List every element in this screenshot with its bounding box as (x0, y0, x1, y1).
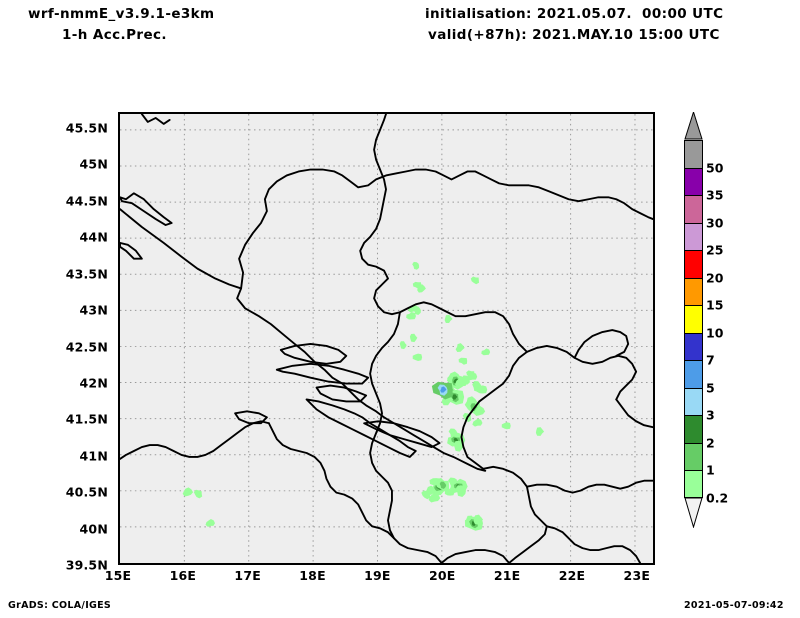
colorbar-band[interactable] (684, 332, 703, 360)
precip-cell (444, 488, 455, 496)
x-axis-tick: 22E (558, 568, 586, 583)
x-axis-tick: 18E (299, 568, 326, 583)
credits-label: GrADS: COLA/IGES (8, 600, 112, 611)
y-axis-tick: 39.5N (65, 557, 108, 573)
precip-cell (417, 284, 426, 293)
colorbar-band[interactable] (684, 195, 703, 223)
colorbar-band[interactable] (684, 167, 703, 195)
precip-cell (473, 405, 486, 417)
colorbar-band[interactable] (684, 442, 703, 470)
precip-cell (412, 353, 423, 361)
colorbar-band[interactable] (684, 470, 703, 498)
y-axis-tick: 41.5N (65, 411, 108, 427)
colorbar[interactable]: 50 35 30 25 20 15 10 7 5 3 2 1 0.2 (684, 110, 728, 542)
precip-cell (476, 385, 488, 394)
y-axis-tick: 41N (79, 448, 108, 464)
colorbar-tick-label: 1 (706, 462, 715, 478)
precip-cell (406, 312, 416, 320)
x-axis-tick: 17E (234, 568, 261, 583)
y-axis-tick: 44.5N (65, 193, 108, 209)
y-axis-tick: 40N (79, 521, 108, 537)
y-axis-tick: 42N (79, 375, 108, 391)
x-axis-tick: 23E (623, 568, 651, 583)
x-axis-tick: 16E (169, 568, 197, 583)
colorbar-band[interactable] (684, 250, 703, 278)
y-axis-tick: 43.5N (65, 266, 108, 282)
precip-cell (467, 372, 478, 381)
y-axis-tick: 42.5N (65, 339, 108, 354)
precip-cell (457, 380, 465, 386)
colorbar-band[interactable] (684, 305, 703, 333)
colorbar-tick-label: 50 (706, 160, 724, 175)
initialisation-time: initialisation: 2021.05.07. 00:00 UTC (425, 6, 724, 22)
precip-cell (535, 427, 545, 436)
colorbar-tick-label: 20 (706, 270, 724, 285)
precip-cell (473, 514, 484, 525)
precip-cell (455, 442, 463, 449)
map-plot-area[interactable] (118, 112, 655, 565)
precip-cell (470, 276, 480, 285)
render-timestamp: 2021-05-07-09:42 (684, 600, 784, 611)
colorbar-tick-label: 5 (706, 380, 715, 395)
x-axis-tick: 21E (493, 568, 521, 583)
colorbar-tick-label: 35 (706, 187, 724, 203)
model-title: wrf-nmmE_v3.9.1-e3km (28, 6, 215, 22)
precip-cell (481, 348, 491, 356)
colorbar-band[interactable] (684, 222, 703, 250)
precip-cell (455, 343, 465, 352)
precip-cell (412, 261, 420, 270)
colorbar-tick-label: 3 (706, 407, 715, 423)
y-axis-tick: 43N (79, 302, 108, 318)
precip-cell (182, 487, 194, 497)
colorbar-band[interactable] (684, 387, 703, 415)
precip-cell (501, 422, 511, 430)
precip-cell (399, 341, 407, 350)
precip-cell (472, 418, 483, 427)
precip-cell (421, 490, 431, 500)
precip-cell (452, 394, 458, 400)
colorbar-band[interactable] (684, 415, 703, 443)
y-axis-tick: 45N (79, 156, 108, 172)
x-axis-labels: 15E 16E 17E 18E 19E 20E 21E 22E 23E (105, 568, 655, 590)
y-axis-labels: 39.5N 40N 40.5N 41N 41.5N 42N 42.5N 43N 43.5N 44N… (0, 112, 114, 573)
colorbar-band[interactable] (684, 277, 703, 305)
x-axis-tick: 20E (428, 568, 456, 583)
gridlines (120, 114, 653, 563)
precip-cell (428, 492, 441, 503)
precip-cell (439, 481, 447, 489)
colorbar-top-arrow-icon (684, 110, 703, 140)
precip-cell (457, 487, 465, 494)
y-axis-tick: 40.5N (65, 484, 108, 500)
x-axis-tick: 19E (364, 568, 391, 583)
colorbar-tick-label: 7 (706, 352, 715, 368)
colorbar-bottom-arrow-icon (684, 497, 703, 529)
colorbar-tick-label: 0.2 (706, 490, 729, 505)
colorbar-tick-label: 2 (706, 435, 715, 450)
precip-cell (409, 333, 418, 343)
precip-cell (413, 306, 421, 316)
precip-cell (193, 489, 203, 499)
x-axis-tick: 15E (104, 568, 132, 583)
y-axis-tick: 45.5N (65, 120, 108, 136)
precipitation-field (182, 261, 545, 531)
y-axis-tick: 44N (79, 229, 108, 245)
colorbar-tick-label: 15 (706, 297, 724, 313)
coastlines-and-borders (120, 114, 653, 563)
precip-cell (440, 386, 447, 393)
field-title: 1-h Acc.Prec. (62, 27, 167, 43)
colorbar-tick-label: 25 (706, 242, 724, 258)
precip-cell (444, 314, 453, 324)
precip-cell (458, 357, 468, 365)
valid-time: valid(+87h): 2021.MAY.10 15:00 UTC (428, 27, 720, 43)
precip-cell (205, 518, 215, 527)
colorbar-band[interactable] (684, 140, 703, 168)
colorbar-band[interactable] (684, 360, 703, 388)
colorbar-tick-label: 10 (706, 325, 724, 340)
colorbar-tick-label: 30 (706, 215, 724, 230)
precip-cell (443, 396, 451, 403)
